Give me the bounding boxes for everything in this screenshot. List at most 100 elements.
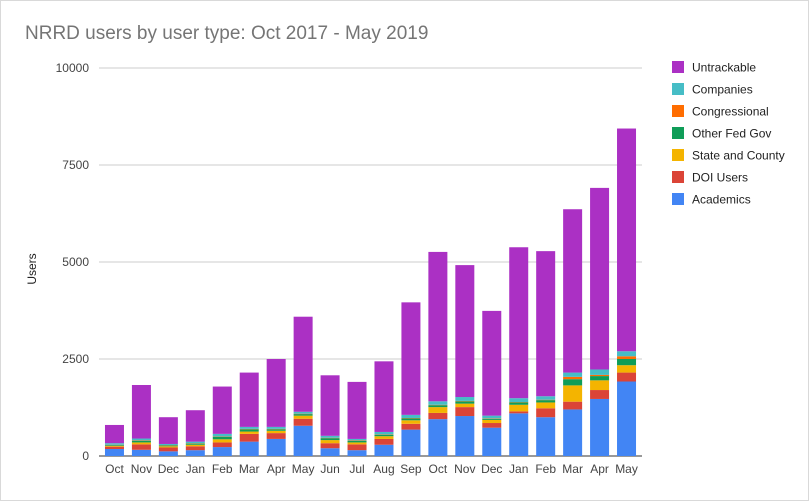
bar-segment <box>239 372 259 427</box>
bar-segment <box>320 440 340 444</box>
x-tick-label: Nov <box>454 462 475 476</box>
legend-label: Other Fed Gov <box>692 127 771 141</box>
bar-segment <box>617 128 637 352</box>
bar-segment <box>212 386 232 434</box>
x-tick-label: Apr <box>590 462 609 476</box>
bar-segment <box>104 446 124 450</box>
bar-segment <box>239 429 259 432</box>
bar-segment <box>347 440 367 443</box>
legend-label: Academics <box>692 193 751 207</box>
bar-segment <box>428 412 448 420</box>
bar-segment <box>239 431 259 434</box>
bar-segment <box>509 247 529 399</box>
legend-swatch <box>672 127 684 139</box>
x-tick-label: Feb <box>212 462 233 476</box>
bar-segment <box>482 427 502 456</box>
bar-segment <box>158 443 178 446</box>
bar-segment <box>590 187 610 370</box>
y-tick-label: 7500 <box>62 158 89 172</box>
bar-segment <box>509 398 529 403</box>
bar-segment <box>482 415 502 419</box>
bar-segment <box>536 400 556 403</box>
legend-swatch <box>672 83 684 95</box>
bar-segment <box>482 418 502 420</box>
bar-segment <box>158 445 178 447</box>
x-tick-label: May <box>292 462 315 476</box>
bar-segment <box>374 444 394 456</box>
bar-segment <box>401 429 421 456</box>
bar-segment <box>617 365 637 373</box>
x-tick-label: Jan <box>509 462 528 476</box>
bar-segment <box>293 411 313 414</box>
legend-swatch <box>672 149 684 161</box>
bar-segment <box>509 411 529 414</box>
bar-segment <box>104 445 124 447</box>
bar-segment <box>320 375 340 436</box>
bar-segment <box>428 251 448 402</box>
bar-segment <box>428 405 448 408</box>
bar-segment <box>293 425 313 456</box>
bar-segment <box>212 433 232 437</box>
x-tick-label: Aug <box>373 462 394 476</box>
x-tick-label: Jan <box>186 462 205 476</box>
bar-segment <box>536 251 556 397</box>
bar-segment <box>374 431 394 435</box>
bar-segment <box>158 447 178 452</box>
x-tick-label: Sep <box>400 462 422 476</box>
bar-segment <box>563 409 583 456</box>
bar-segment <box>185 441 205 444</box>
x-tick-label: Mar <box>562 462 583 476</box>
bar-segment <box>158 446 178 448</box>
bar-segment <box>401 414 421 418</box>
bar-segment <box>401 418 421 421</box>
legend-swatch <box>672 105 684 117</box>
legend-label: State and County <box>692 149 785 163</box>
bar-segment <box>239 433 259 442</box>
bar-segment <box>158 417 178 444</box>
axes: Users 0 2500 5000 7500 10000 Oct Nov Dec Jan Feb M… <box>25 61 638 476</box>
bar-segment <box>509 413 529 456</box>
bar-segment <box>347 444 367 451</box>
bar-segment <box>455 403 475 408</box>
bar-segment <box>347 442 367 445</box>
bar-segment <box>293 415 313 419</box>
bar-segment <box>590 376 610 381</box>
bar-segment <box>347 381 367 439</box>
bar-segment <box>293 316 313 412</box>
bar-segment <box>590 369 610 375</box>
x-tick-label: Oct <box>105 462 124 476</box>
bar-segment <box>239 441 259 456</box>
bar-segment <box>266 433 286 439</box>
bar-segment <box>536 402 556 409</box>
bar-segment <box>509 402 529 405</box>
bar-segment <box>104 424 124 444</box>
bar-segment <box>104 443 124 445</box>
bar-segment <box>374 434 394 437</box>
legend-swatch <box>672 171 684 183</box>
x-tick-label: Jul <box>349 462 364 476</box>
bar-segment <box>266 438 286 456</box>
bar-segment <box>482 423 502 428</box>
bar-segment <box>320 438 340 441</box>
bar-segment <box>590 398 610 456</box>
bar-segment <box>212 447 232 456</box>
bar-segment <box>590 380 610 391</box>
bar-segment <box>617 359 637 366</box>
bar-segment <box>536 408 556 418</box>
y-tick-label: 5000 <box>62 255 89 269</box>
bar-segment <box>131 442 151 445</box>
bar-segment <box>590 374 610 377</box>
bar-segment <box>374 436 394 439</box>
legend-swatch <box>672 61 684 73</box>
y-tick-label: 2500 <box>62 352 89 366</box>
bar-segment <box>104 445 124 446</box>
bar-segment <box>428 401 448 405</box>
bar-segment <box>428 407 448 413</box>
legend: Untrackable Companies Congressional Other F… <box>672 61 785 207</box>
bar-segment <box>293 418 313 426</box>
bar-segment <box>428 419 448 456</box>
x-tick-label: Nov <box>131 462 152 476</box>
bar-segment <box>455 397 475 401</box>
bar-segment <box>185 446 205 451</box>
